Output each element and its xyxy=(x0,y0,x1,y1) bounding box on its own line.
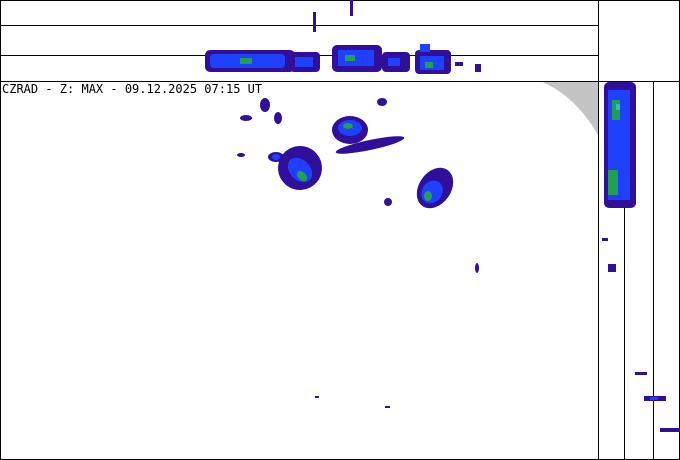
title: CZRAD - Z: MAX - 09.12.2025 07:15 UT xyxy=(2,82,262,96)
right-projection xyxy=(598,0,680,460)
top-projection xyxy=(0,0,680,82)
out-of-range-area xyxy=(540,81,598,135)
radar-echoes xyxy=(237,98,479,408)
